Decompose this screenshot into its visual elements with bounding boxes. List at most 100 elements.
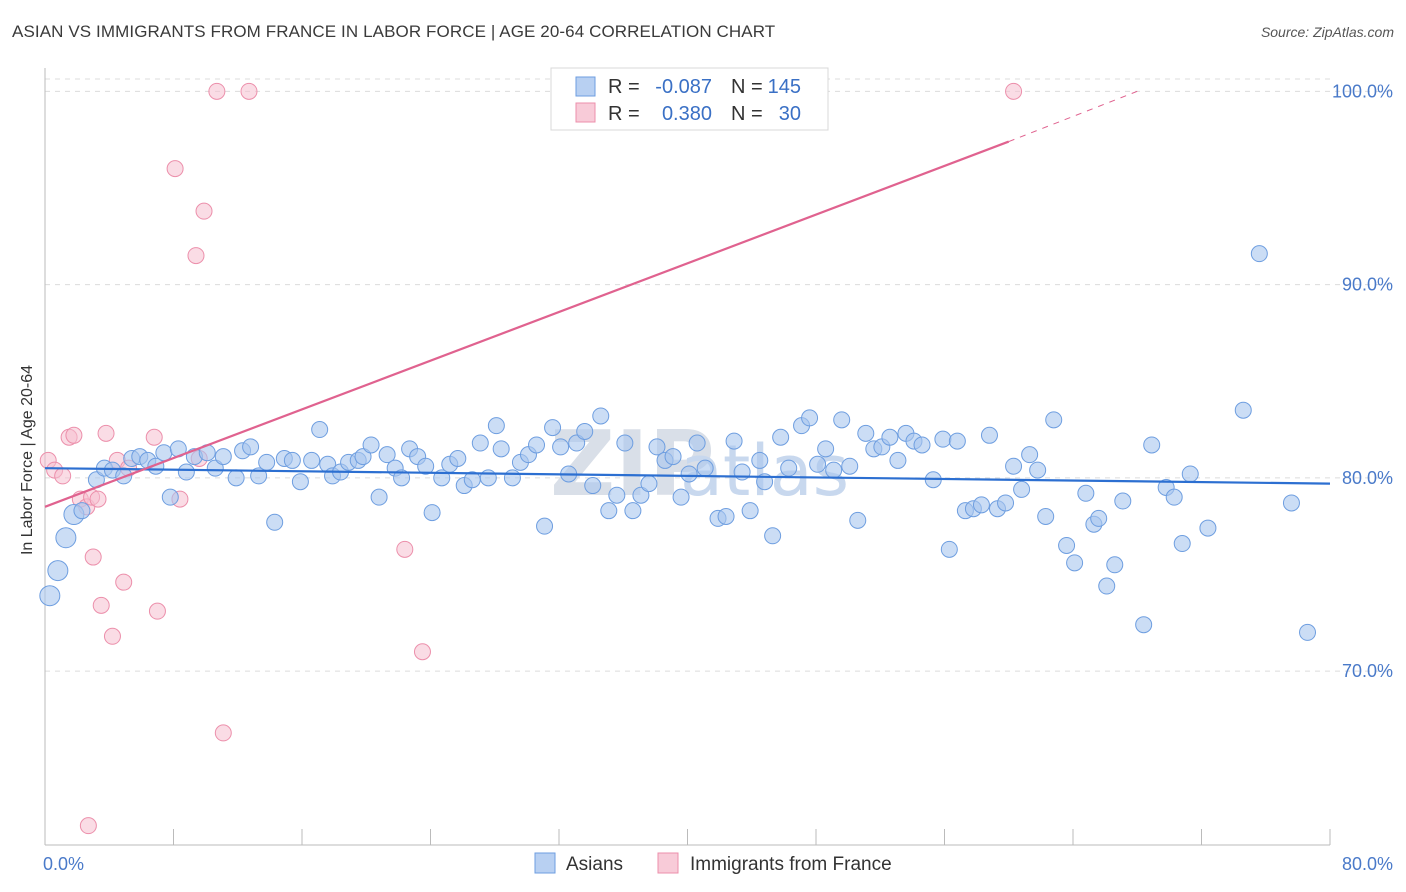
point-asian-54 — [487, 417, 505, 435]
point-asian-73 — [640, 475, 658, 493]
point-asian-40 — [378, 446, 396, 464]
point-asian-71 — [624, 502, 642, 520]
point-asian-110 — [948, 432, 966, 450]
point-france-22 — [195, 202, 213, 220]
legend-n-value-2: 30 — [779, 103, 801, 125]
point-asian-38 — [362, 436, 380, 454]
point-asian-120 — [1029, 461, 1047, 479]
point-france-29 — [79, 817, 97, 835]
y-tick-label-2: 90.0% — [1342, 275, 1393, 295]
point-asian-118 — [1013, 480, 1031, 498]
point-asian-102 — [881, 428, 899, 446]
point-asian-23 — [242, 438, 260, 456]
point-asian-131 — [1135, 616, 1153, 634]
point-asian-85 — [741, 502, 759, 520]
point-asian-108 — [934, 430, 952, 448]
y-tick-labels: 70.0% 80.0% 90.0% 100.0% — [1332, 81, 1393, 681]
point-asian-80 — [696, 459, 714, 477]
x-tick-label-max: 80.0% — [1342, 854, 1393, 874]
point-asian-82 — [717, 507, 735, 525]
point-asian-117 — [1005, 457, 1023, 475]
point-asian-45 — [417, 457, 435, 475]
trend-line-asians — [44, 467, 1331, 485]
point-asian-109 — [940, 540, 958, 558]
point-asian-106 — [913, 436, 931, 454]
point-asian-39 — [370, 488, 388, 506]
point-asian-1 — [47, 560, 69, 582]
point-asian-94 — [817, 440, 835, 458]
point-france-23 — [208, 82, 226, 100]
point-asian-139 — [1250, 245, 1268, 263]
point-asian-24 — [250, 467, 268, 485]
point-asian-90 — [780, 459, 798, 477]
legend-swatch-france — [575, 102, 596, 123]
bottom-legend-label-france: Immigrants from France — [690, 854, 892, 875]
point-asian-69 — [608, 486, 626, 504]
bottom-legend-swatch-france — [657, 852, 679, 874]
point-france-10 — [92, 596, 110, 614]
point-asian-19 — [206, 459, 224, 477]
point-asian-113 — [972, 496, 990, 514]
point-asian-86 — [751, 451, 769, 469]
trend-lines — [44, 90, 1331, 508]
point-france-20 — [187, 247, 205, 265]
point-asian-114 — [980, 426, 998, 444]
legend-r-value-1: -0.087 — [655, 76, 712, 98]
point-asian-68 — [600, 502, 618, 520]
point-asian-78 — [680, 465, 698, 483]
point-asian-122 — [1045, 411, 1063, 429]
point-france-12 — [103, 627, 121, 645]
point-asian-14 — [161, 488, 179, 506]
point-asian-77 — [672, 488, 690, 506]
point-asian-0 — [39, 585, 61, 607]
point-asian-66 — [584, 477, 602, 495]
trend-line-france-extension — [1008, 90, 1138, 143]
point-asian-130 — [1114, 492, 1132, 510]
point-asian-89 — [772, 428, 790, 446]
point-asian-88 — [764, 527, 782, 545]
point-asian-74 — [648, 438, 666, 456]
point-france-24 — [214, 724, 232, 742]
point-asian-25 — [258, 453, 276, 471]
point-asian-64 — [568, 434, 586, 452]
point-asian-60 — [536, 517, 554, 535]
y-axis-label: In Labor Force | Age 20-64 — [19, 365, 36, 555]
point-asian-128 — [1098, 577, 1116, 595]
point-france-4 — [65, 426, 83, 444]
gridlines — [45, 78, 1390, 672]
point-asian-76 — [664, 448, 682, 466]
x-tick-label-min: 0.0% — [43, 854, 84, 874]
point-asian-136 — [1181, 465, 1199, 483]
legend-r-value-2: 0.380 — [662, 103, 712, 125]
point-asian-16 — [177, 463, 195, 481]
point-asian-56 — [503, 469, 521, 487]
point-asian-79 — [688, 434, 706, 452]
bottom-legend: Asians Immigrants from France — [534, 852, 892, 875]
point-asian-124 — [1066, 554, 1084, 572]
point-asian-59 — [528, 436, 546, 454]
point-asian-138 — [1234, 401, 1252, 419]
chart-title: ASIAN VS IMMIGRANTS FROM FRANCE IN LABOR… — [12, 22, 776, 41]
series-asians — [39, 245, 1317, 641]
point-asian-53 — [479, 469, 497, 487]
point-france-27 — [413, 643, 431, 661]
legend-n-label-1: N = — [731, 76, 763, 98]
point-asian-62 — [552, 438, 570, 456]
bottom-legend-swatch-asians — [534, 852, 556, 874]
point-asian-137 — [1199, 519, 1217, 537]
y-tick-label-1: 80.0% — [1342, 468, 1393, 488]
point-asian-127 — [1090, 509, 1108, 527]
legend-swatch-asians — [575, 76, 596, 97]
point-asian-98 — [849, 511, 867, 529]
point-asian-123 — [1058, 536, 1076, 554]
legend-r-label-2: R = — [608, 103, 640, 125]
legend-n-label-2: N = — [731, 103, 763, 125]
point-france-2 — [54, 467, 72, 485]
series-immigrants-from-france — [39, 82, 1023, 835]
point-asian-135 — [1173, 535, 1191, 553]
point-asian-140 — [1282, 494, 1300, 512]
point-asian-129 — [1106, 556, 1124, 574]
point-asian-65 — [576, 422, 594, 440]
point-asian-92 — [801, 409, 819, 427]
point-asian-125 — [1077, 484, 1095, 502]
